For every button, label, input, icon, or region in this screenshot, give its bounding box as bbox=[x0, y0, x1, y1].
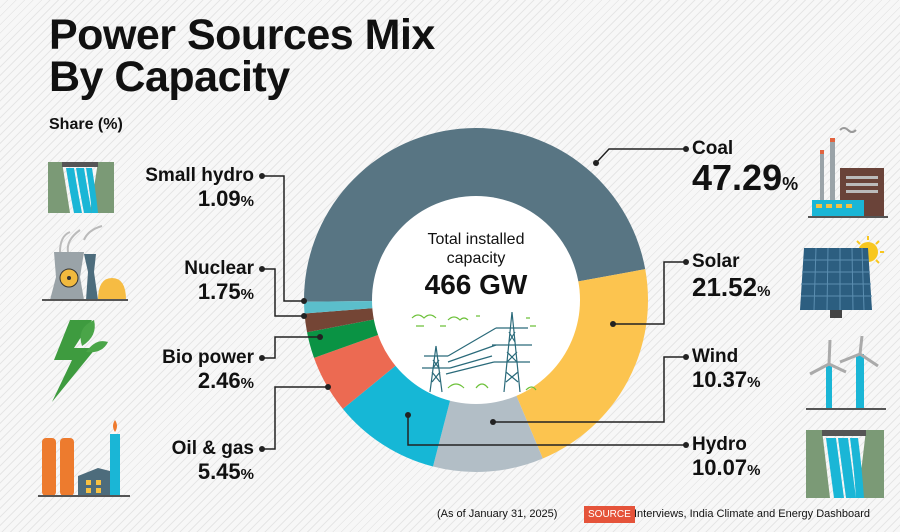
oil-gas-refinery-icon bbox=[38, 420, 130, 497]
hydro-dam-icon bbox=[806, 430, 884, 498]
dot-small-hydro-slice bbox=[301, 298, 307, 304]
label-name: Coal bbox=[692, 138, 734, 159]
dot-small-hydro-label bbox=[259, 173, 265, 179]
source-badge: SOURCE bbox=[584, 506, 635, 523]
small-hydro-dam-icon bbox=[48, 162, 114, 213]
leader-lines bbox=[262, 148, 686, 450]
dot-solar-slice bbox=[610, 321, 616, 327]
label-wind: Wind 10.37% bbox=[692, 346, 760, 395]
label-value: 1.09% bbox=[197, 186, 254, 211]
leader-solar bbox=[613, 261, 686, 325]
label-nuclear: Nuclear 1.75% bbox=[184, 258, 254, 307]
slice-coal bbox=[304, 128, 646, 302]
dot-solar-label bbox=[683, 259, 689, 265]
donut-hole bbox=[372, 196, 580, 404]
label-value: 10.07% bbox=[692, 455, 761, 480]
dot-nuclear-label bbox=[259, 266, 265, 272]
label-hydro: Hydro 10.07% bbox=[692, 434, 760, 483]
label-value: 2.46% bbox=[197, 368, 254, 393]
dot-oil-gas-slice bbox=[325, 384, 331, 390]
transmission-tower-icon bbox=[422, 311, 532, 393]
leader-oil-gas bbox=[262, 386, 328, 450]
donut-slices bbox=[304, 128, 648, 473]
source-text: Interviews, India Climate and Energy Das… bbox=[634, 508, 871, 520]
label-name: Small hydro bbox=[145, 165, 254, 186]
title-line-2: By Capacity bbox=[49, 53, 290, 101]
label-name: Hydro bbox=[692, 434, 747, 455]
slice-bio-power bbox=[307, 318, 382, 358]
leader-nuclear bbox=[262, 268, 304, 317]
dot-nuclear-slice bbox=[301, 313, 307, 319]
label-name: Solar bbox=[692, 251, 740, 272]
label-solar: Solar 21.52% bbox=[692, 251, 770, 306]
page-title: Power Sources Mix By Capacity bbox=[49, 11, 435, 101]
label-value: 21.52% bbox=[692, 272, 771, 302]
leader-wind bbox=[493, 356, 686, 423]
dot-coal-label bbox=[683, 146, 689, 152]
leader-small-hydro bbox=[262, 175, 304, 302]
dot-hydro-slice bbox=[405, 412, 411, 418]
dot-bio-slice bbox=[317, 334, 323, 340]
center-line-2: capacity bbox=[446, 250, 506, 267]
center-total: 466 GW bbox=[424, 269, 528, 300]
chart-subtitle: Share (%) bbox=[49, 116, 123, 133]
dot-hydro-label bbox=[683, 442, 689, 448]
solar-panel-icon bbox=[800, 236, 884, 318]
leader-bio-power bbox=[262, 336, 320, 359]
coal-factory-icon bbox=[808, 127, 888, 218]
slice-oil-gas bbox=[314, 333, 399, 409]
label-value: 5.45% bbox=[197, 459, 254, 484]
label-value: 10.37% bbox=[692, 367, 761, 392]
slice-solar bbox=[514, 269, 648, 459]
wind-turbine-icon bbox=[806, 336, 886, 410]
label-small-hydro: Small hydro 1.09% bbox=[145, 165, 254, 214]
label-value: 1.75% bbox=[197, 279, 254, 304]
cloud-lines-icon bbox=[411, 314, 537, 391]
slice-nuclear bbox=[304, 307, 378, 333]
label-coal: Coal 47.29% bbox=[692, 138, 798, 202]
center-line-1: Total installed bbox=[427, 231, 525, 248]
label-bio-power: Bio power 2.46% bbox=[162, 347, 254, 396]
slice-small-hydro bbox=[304, 300, 377, 314]
dot-wind-label bbox=[683, 354, 689, 360]
leader-coal bbox=[595, 148, 686, 164]
slice-wind bbox=[433, 392, 543, 473]
dot-coal-slice bbox=[593, 160, 599, 166]
label-value: 47.29% bbox=[692, 157, 799, 198]
center-label: Total installed capacity bbox=[406, 230, 546, 268]
title-line-1: Power Sources Mix bbox=[49, 11, 435, 59]
label-name: Bio power bbox=[162, 347, 254, 368]
label-oil-gas: Oil & gas 5.45% bbox=[172, 438, 254, 487]
label-name: Oil & gas bbox=[171, 438, 254, 459]
dot-oil-gas-label bbox=[259, 446, 265, 452]
date-note: (As of January 31, 2025) bbox=[437, 508, 558, 520]
label-name: Wind bbox=[692, 346, 739, 367]
dot-bio-label bbox=[259, 355, 265, 361]
nuclear-plant-icon bbox=[42, 225, 128, 301]
dot-wind-slice bbox=[490, 419, 496, 425]
label-name: Nuclear bbox=[184, 258, 254, 279]
bio-power-leaf-bolt-icon bbox=[52, 320, 108, 402]
leader-hydro bbox=[407, 415, 686, 446]
